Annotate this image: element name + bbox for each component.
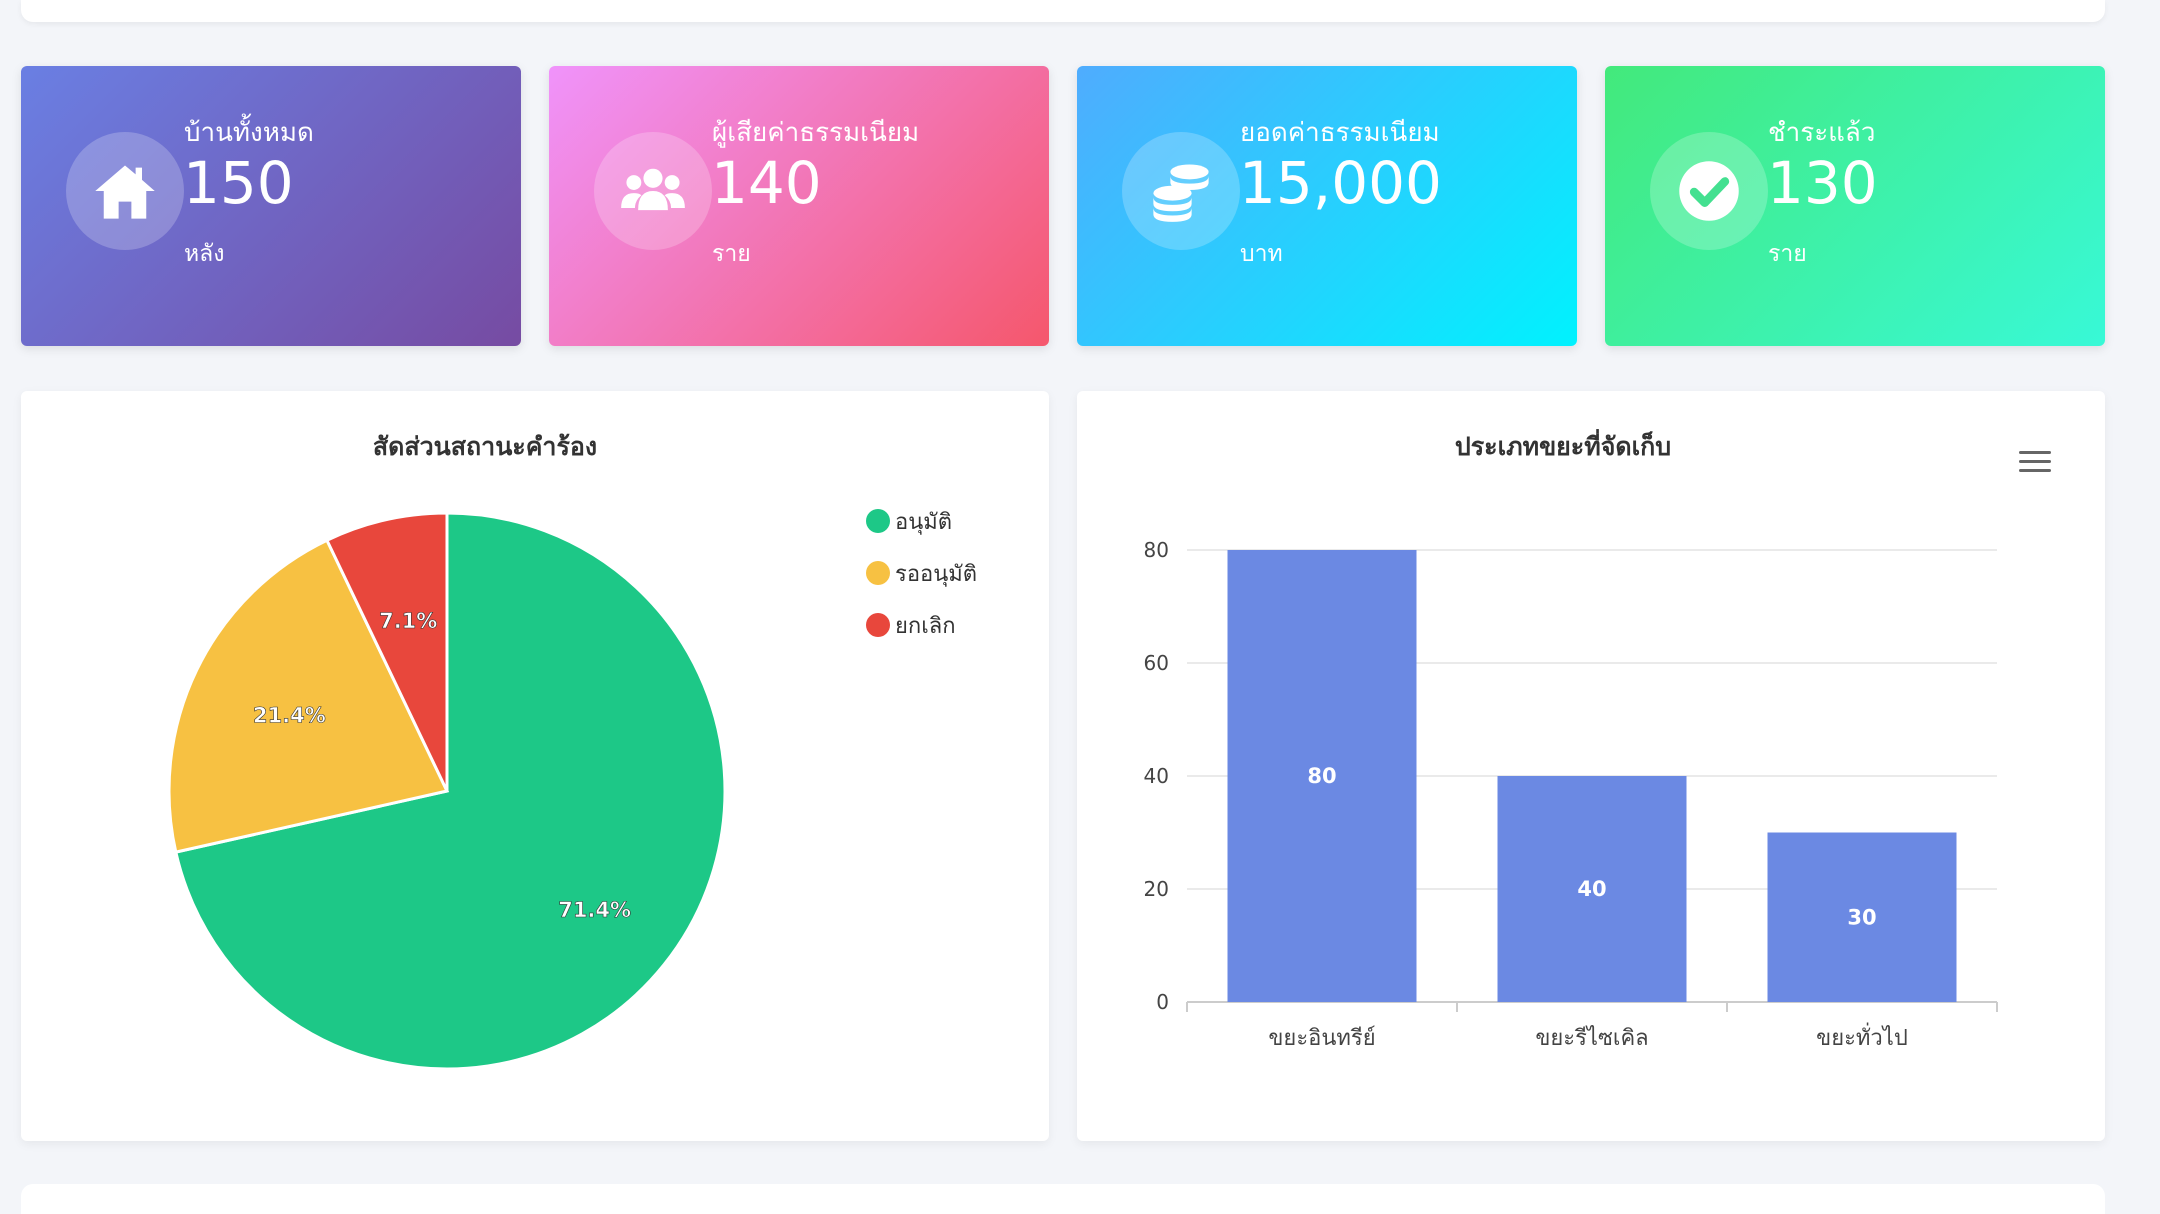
- bottom-panel: [21, 1184, 2105, 1214]
- stat-card-fee-payers: ผู้เสียค่าธรรมเนียม 140 ราย: [549, 66, 1049, 346]
- legend-swatch: [866, 613, 890, 637]
- bar-chart-title: ประเภทขยะที่จัดเก็บ: [1454, 432, 1672, 461]
- bar-chart: 0 20 40 60 80 80 ขยะอินทรีย์ 40 ขยะรีไซเคิล 30 ขยะ…: [1144, 538, 1998, 1051]
- bar-data-label: 80: [1307, 764, 1336, 788]
- legend-label: อนุมัติ: [895, 509, 953, 535]
- top-panel: [21, 0, 2105, 22]
- y-tick-label: 80: [1144, 538, 1169, 562]
- y-tick-label: 0: [1156, 990, 1169, 1014]
- bar-data-label: 30: [1847, 905, 1876, 929]
- bar[interactable]: [1767, 832, 1957, 1003]
- bar[interactable]: [1227, 550, 1417, 1002]
- x-tick-label: ขยะรีไซเคิล: [1535, 1025, 1648, 1051]
- pie-chart: 71.4% 21.4% 7.1%: [167, 511, 727, 1071]
- x-tick-label: ขยะทั่วไป: [1816, 1022, 1908, 1051]
- stat-label: ชำระแล้ว: [1768, 118, 1876, 148]
- pie-slice[interactable]: [324, 511, 449, 792]
- users-icon: [594, 132, 712, 250]
- stat-value: 15,000: [1239, 149, 1442, 217]
- pie-chart-panel: 71.4% 21.4% 7.1% สัดส่วนสถานะคำร้อง อนุมัต…: [21, 391, 1049, 1141]
- stat-card-paid: ชำระแล้ว 130 ราย: [1605, 66, 2105, 346]
- x-tick-label: ขยะอินทรีย์: [1268, 1026, 1375, 1051]
- coins-icon: [1122, 132, 1240, 250]
- stat-value: 140: [711, 149, 822, 217]
- legend-swatch: [866, 561, 890, 585]
- y-tick-label: 60: [1144, 651, 1169, 675]
- legend-label: ยกเลิก: [895, 613, 956, 639]
- pie-slice[interactable]: [174, 511, 727, 1071]
- stat-card-houses: บ้านทั้งหมด 150 หลัง: [21, 66, 521, 346]
- pie-slice[interactable]: [167, 538, 450, 854]
- stat-unit: ราย: [712, 241, 751, 267]
- legend-item-pending[interactable]: รออนุมัติ: [866, 547, 977, 599]
- bar-chart-panel: 0 20 40 60 80 80 ขยะอินทรีย์ 40 ขยะรีไซเคิล 30 ขยะ…: [1077, 391, 2105, 1141]
- stat-unit: บาท: [1240, 241, 1283, 267]
- legend-swatch: [866, 509, 890, 533]
- stat-card-fee-total: ยอดค่าธรรมเนียม 15,000 บาท: [1077, 66, 1577, 346]
- pie-data-label: 7.1%: [379, 609, 437, 633]
- pie-data-label: 21.4%: [253, 704, 326, 728]
- legend-item-cancelled[interactable]: ยกเลิก: [866, 599, 977, 651]
- bar-data-label: 40: [1577, 877, 1606, 901]
- legend-label: รออนุมัติ: [895, 561, 978, 587]
- stat-unit: ราย: [1768, 241, 1807, 267]
- y-tick-label: 20: [1144, 877, 1169, 901]
- legend-item-approved[interactable]: อนุมัติ: [866, 495, 977, 547]
- stat-label: ผู้เสียค่าธรรมเนียม: [712, 118, 920, 148]
- check-circle-icon: [1650, 132, 1768, 250]
- pie-data-label: 71.4%: [558, 898, 631, 922]
- pie-legend: อนุมัติ รออนุมัติ ยกเลิก: [866, 495, 977, 651]
- stat-value: 130: [1767, 149, 1878, 217]
- y-tick-label: 40: [1144, 764, 1169, 788]
- stat-label: ยอดค่าธรรมเนียม: [1240, 118, 1440, 148]
- stat-value: 150: [183, 149, 294, 217]
- stat-label: บ้านทั้งหมด: [184, 118, 314, 148]
- pie-chart-title: สัดส่วนสถานะคำร้อง: [372, 432, 598, 461]
- stat-unit: หลัง: [184, 241, 225, 267]
- bar[interactable]: [1497, 776, 1687, 1002]
- home-icon: [66, 132, 184, 250]
- hamburger-menu-icon[interactable]: [2019, 451, 2051, 475]
